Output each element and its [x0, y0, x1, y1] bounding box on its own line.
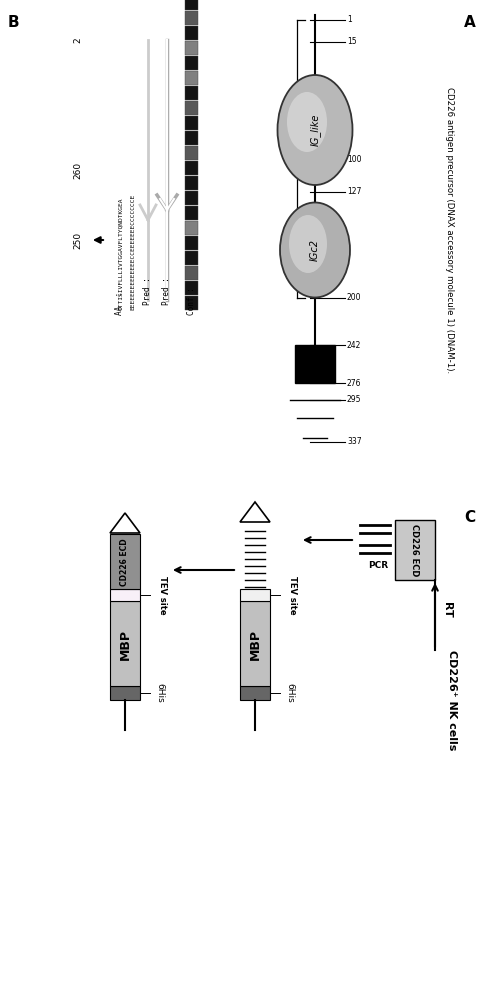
Text: 276: 276 — [347, 378, 361, 387]
Bar — [185, 41, 198, 55]
Text: 250: 250 — [74, 231, 83, 249]
Ellipse shape — [278, 75, 352, 185]
Bar — [110, 589, 140, 601]
Bar — [185, 26, 198, 40]
Text: Pred :: Pred : — [163, 277, 172, 305]
Bar — [185, 236, 198, 250]
Bar — [185, 86, 198, 100]
Text: TEV site: TEV site — [159, 576, 167, 614]
Text: 6His: 6His — [155, 683, 164, 703]
Ellipse shape — [287, 92, 327, 152]
Text: AA  :: AA : — [116, 292, 124, 315]
Bar — [185, 251, 198, 265]
Text: PCR: PCR — [368, 560, 388, 570]
Text: 242: 242 — [347, 340, 361, 350]
Text: CD226 ECD: CD226 ECD — [120, 538, 130, 586]
Text: IGc2: IGc2 — [310, 239, 320, 261]
Bar — [185, 71, 198, 85]
Bar — [185, 101, 198, 115]
Bar — [110, 601, 140, 686]
Text: 6His: 6His — [285, 683, 294, 703]
Text: Pred :: Pred : — [143, 277, 152, 305]
Text: MBP: MBP — [249, 629, 261, 660]
Ellipse shape — [289, 215, 327, 273]
Bar — [185, 56, 198, 70]
Bar — [240, 589, 270, 601]
Polygon shape — [240, 502, 270, 522]
Text: 15: 15 — [347, 37, 357, 46]
Bar — [185, 11, 198, 25]
Text: A: A — [464, 15, 476, 30]
Bar — [185, 296, 198, 310]
Bar — [185, 206, 198, 220]
Bar — [395, 520, 435, 580]
Text: B: B — [8, 15, 20, 30]
Text: 100: 100 — [347, 155, 361, 164]
Bar — [185, 146, 198, 160]
Bar — [110, 534, 140, 589]
Text: 337: 337 — [347, 438, 362, 446]
Text: 260: 260 — [74, 161, 83, 179]
Text: IG_like: IG_like — [310, 114, 320, 146]
Bar — [240, 686, 270, 700]
Bar — [185, 266, 198, 280]
Bar — [185, 176, 198, 190]
Ellipse shape — [280, 202, 350, 298]
Text: CD226⁺ NK cells: CD226⁺ NK cells — [447, 650, 457, 750]
Bar — [240, 601, 270, 686]
Text: CD226 ECD: CD226 ECD — [411, 524, 420, 576]
Bar — [185, 116, 198, 130]
Text: ITTISIVFLLLIVTGGAVFLTYQNDTKGEA: ITTISIVFLLLIVTGGAVFLTYQNDTKGEA — [118, 198, 122, 310]
Text: EEEEEEEEEEEEEECCEEEEEEECCCCCCCE: EEEEEEEEEEEEEECCEEEEEEECCCCCCCE — [130, 194, 135, 310]
Bar — [185, 131, 198, 145]
Text: 2: 2 — [74, 37, 83, 43]
Text: CD226 antigen precursor (DNAX accessory molecule 1) (DNAM-1).: CD226 antigen precursor (DNAX accessory … — [445, 87, 455, 373]
Bar — [185, 0, 198, 10]
Polygon shape — [295, 345, 335, 383]
Bar — [185, 161, 198, 175]
Text: 127: 127 — [347, 188, 361, 196]
Text: TEV site: TEV site — [289, 576, 297, 614]
Bar — [110, 686, 140, 700]
Text: 295: 295 — [347, 395, 361, 404]
Text: Conf :: Conf : — [187, 287, 196, 315]
Bar — [185, 281, 198, 295]
Text: 200: 200 — [347, 294, 361, 302]
Bar — [185, 221, 198, 235]
Text: 1: 1 — [347, 15, 352, 24]
Text: C: C — [465, 510, 476, 525]
Text: RT: RT — [442, 602, 452, 618]
Polygon shape — [110, 513, 140, 533]
Text: MBP: MBP — [119, 629, 131, 660]
Bar — [185, 191, 198, 205]
